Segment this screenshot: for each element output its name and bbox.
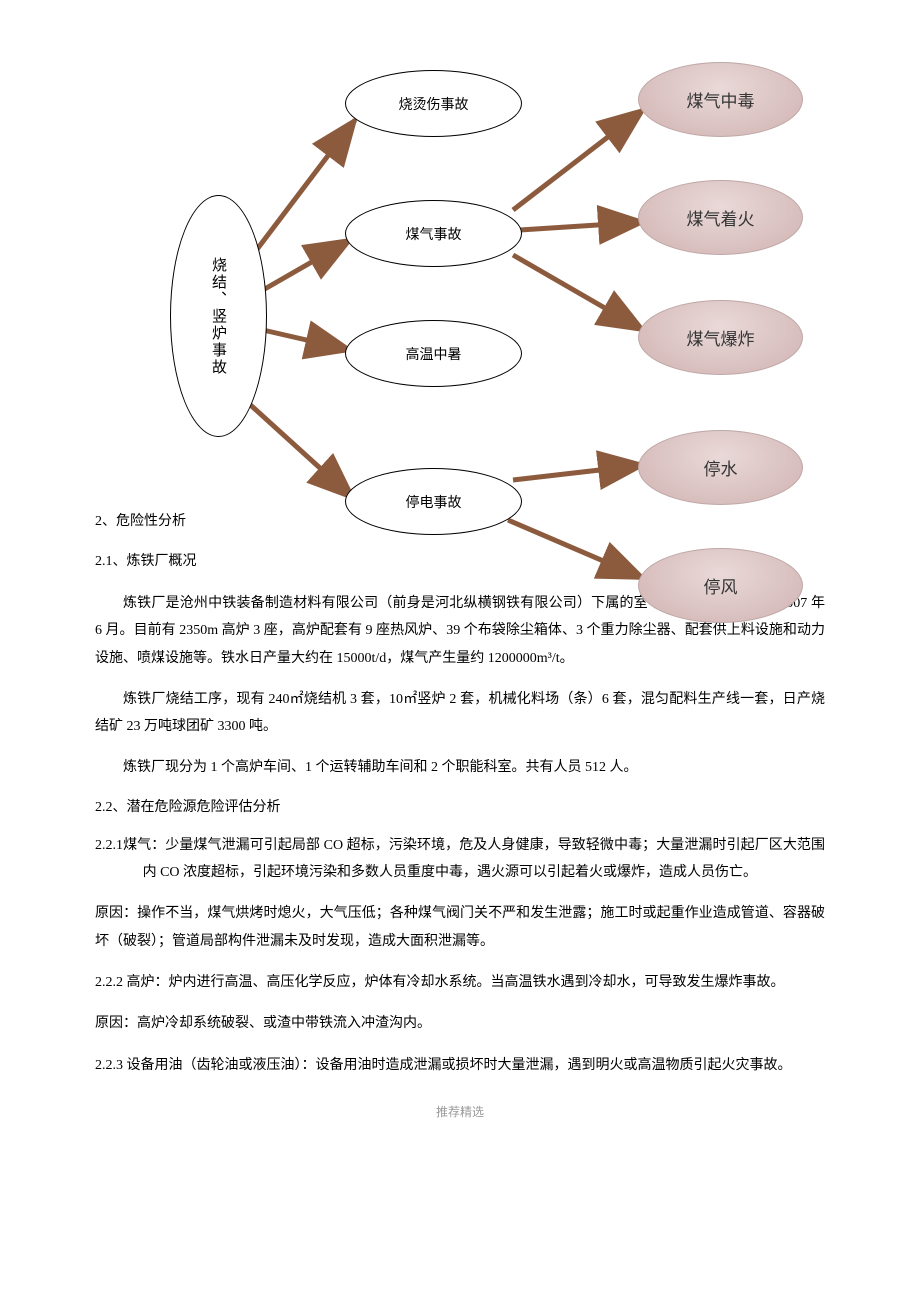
para-222: 2.2.2 高炉：炉内进行高温、高压化学反应，炉体有冷却水系统。当高温铁水遇到冷… [95, 969, 825, 996]
heading-2-2: 2.2、潜在危险源危险评估分析 [95, 796, 825, 816]
mid-label-3: 停电事故 [406, 492, 462, 512]
mid-node-2: 高温中暑 [345, 320, 522, 387]
para-221: 2.2.1煤气：少量煤气泄漏可引起局部 CO 超标，污染环境，危及人身健康，导致… [95, 832, 825, 887]
right-label-0: 煤气中毒 [687, 87, 755, 112]
para-223: 2.2.3 设备用油（齿轮油或液压油）：设备用油时造成泄漏或损坏时大量泄漏，遇到… [95, 1052, 825, 1079]
arrow-mid-right-4 [508, 520, 643, 578]
right-label-1: 煤气着火 [687, 205, 755, 230]
footer-text: 推荐精选 [95, 1103, 825, 1120]
mid-label-2: 高温中暑 [406, 344, 462, 364]
para-222-reason: 原因：高炉冷却系统破裂、或渣中带铁流入冲渣沟内。 [95, 1010, 825, 1037]
mid-node-0: 烧烫伤事故 [345, 70, 522, 137]
para-overview-2: 炼铁厂烧结工序，现有 240㎡烧结机 3 套，10㎡竖炉 2 套，机械化料场（条… [95, 686, 825, 741]
mid-node-3: 停电事故 [345, 468, 522, 535]
arrow-root-mid-1 [263, 240, 350, 290]
right-label-4: 停风 [704, 573, 738, 598]
arrow-root-mid-3 [245, 400, 353, 498]
mid-label-0: 烧烫伤事故 [399, 94, 469, 114]
mid-node-1: 煤气事故 [345, 200, 522, 267]
arrow-mid-right-0 [513, 110, 643, 210]
root-label: 烧结、竖炉事故 [208, 257, 229, 376]
right-node-3: 停水 [638, 430, 803, 505]
arrow-root-mid-2 [263, 330, 350, 350]
right-label-2: 煤气爆炸 [687, 325, 755, 350]
right-node-4: 停风 [638, 548, 803, 623]
mid-label-1: 煤气事故 [406, 224, 462, 244]
arrow-root-mid-0 [255, 120, 355, 252]
right-node-1: 煤气着火 [638, 180, 803, 255]
root-node: 烧结、竖炉事故 [170, 195, 267, 437]
right-label-3: 停水 [704, 455, 738, 480]
right-node-2: 煤气爆炸 [638, 300, 803, 375]
right-node-0: 煤气中毒 [638, 62, 803, 137]
arrow-mid-right-3 [513, 465, 643, 480]
para-overview-3: 炼铁厂现分为 1 个高炉车间、1 个运转辅助车间和 2 个职能科室。共有人员 5… [95, 754, 825, 781]
arrow-mid-right-1 [520, 222, 643, 230]
para-221-reason: 原因：操作不当，煤气烘烤时熄火，大气压低；各种煤气阀门关不严和发生泄露；施工时或… [95, 900, 825, 955]
arrow-mid-right-2 [513, 255, 643, 330]
accident-diagram: 烧结、竖炉事故 烧烫伤事故 煤气事故 高温中暑 停电事故 煤气中毒 煤气着火 煤… [95, 0, 825, 630]
